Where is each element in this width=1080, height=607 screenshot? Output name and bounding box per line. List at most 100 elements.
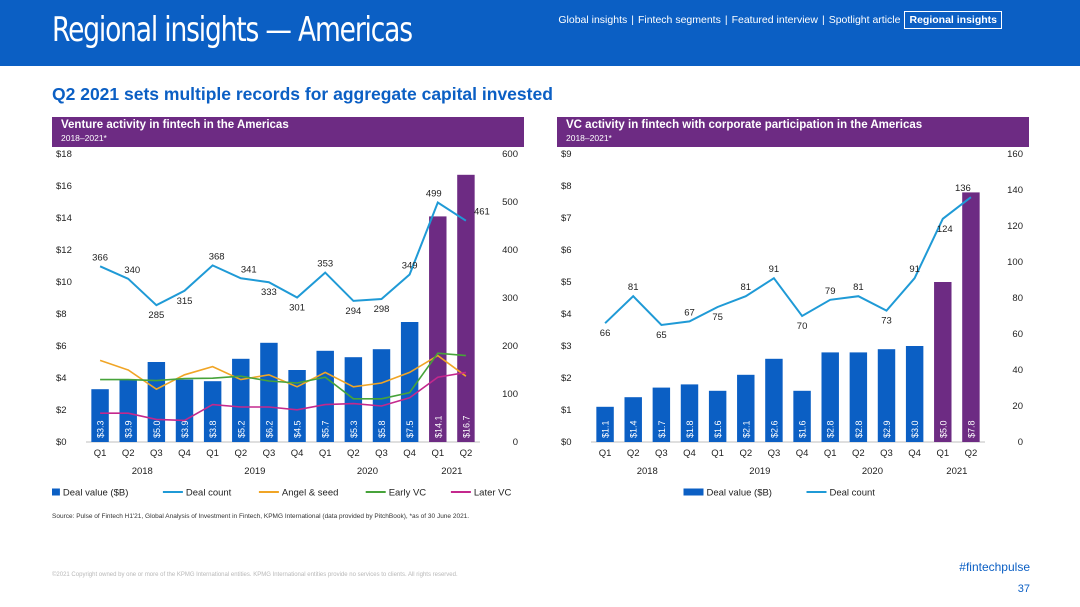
deal-value-bar bbox=[400, 322, 419, 442]
bar-value-label: $5.0 bbox=[152, 420, 162, 438]
deal-count-label: 81 bbox=[853, 282, 864, 293]
x-category-label: Q2 bbox=[122, 448, 135, 459]
x-year-label: 2021 bbox=[441, 466, 462, 477]
legend-label: Later VC bbox=[474, 488, 512, 499]
bar-value-label: $3.3 bbox=[96, 420, 106, 438]
right-axis-tick: 40 bbox=[1012, 365, 1023, 376]
x-year-label: 2021 bbox=[946, 466, 967, 477]
source-note: Source: Pulse of Fintech H1'21, Global A… bbox=[52, 513, 470, 520]
deal-value-bar bbox=[934, 282, 952, 442]
bar-value-label: $14.1 bbox=[433, 415, 443, 438]
x-category-label: Q4 bbox=[908, 448, 921, 459]
nav-fintech-segments[interactable]: Fintech segments bbox=[637, 14, 721, 26]
bar-value-label: $1.8 bbox=[685, 420, 695, 438]
right-axis-tick: 0 bbox=[1018, 437, 1023, 448]
x-category-label: Q3 bbox=[655, 448, 668, 459]
angel-seed-line bbox=[99, 354, 467, 391]
deal-count-label: 499 bbox=[426, 188, 442, 199]
bar-value-label: $1.6 bbox=[713, 420, 723, 438]
bar-value-label: $1.6 bbox=[798, 420, 808, 438]
deal-value-bar bbox=[708, 390, 727, 442]
nav-regional-insights[interactable]: Regional insights bbox=[904, 11, 1002, 29]
x-category-label: Q2 bbox=[965, 448, 978, 459]
deal-count-label: 70 bbox=[797, 321, 808, 332]
x-category-label: Q3 bbox=[263, 448, 276, 459]
x-year-label: 2018 bbox=[132, 466, 153, 477]
x-category-label: Q4 bbox=[403, 448, 416, 459]
x-year-label: 2019 bbox=[244, 466, 265, 477]
x-category-label: Q1 bbox=[711, 448, 724, 459]
bar-value-label: $1.1 bbox=[601, 420, 611, 438]
page-number: 37 bbox=[1017, 583, 1030, 595]
deal-value-bar bbox=[91, 389, 109, 442]
nav-global-insights[interactable]: Global insights bbox=[558, 14, 628, 26]
deal-count-line bbox=[99, 200, 467, 307]
later-vc-line bbox=[100, 371, 467, 422]
deal-value-bar bbox=[680, 384, 699, 442]
nav-spotlight-article[interactable]: Spotlight article bbox=[828, 14, 901, 26]
deal-value-bar bbox=[260, 342, 278, 442]
right-axis-tick: 100 bbox=[1007, 257, 1023, 268]
left-axis-tick: $6 bbox=[561, 245, 572, 256]
x-year-label: 2019 bbox=[749, 466, 770, 477]
left-axis-tick: $4 bbox=[56, 373, 67, 384]
deal-value-bar bbox=[429, 216, 447, 442]
deal-count-label: 67 bbox=[684, 307, 695, 318]
x-category-label: Q4 bbox=[796, 448, 809, 459]
deal-count-label: 368 bbox=[209, 251, 225, 262]
legend-label: Deal count bbox=[186, 488, 232, 499]
bar-value-label: $2.1 bbox=[741, 420, 751, 438]
left-axis-tick: $0 bbox=[56, 437, 67, 448]
bar-value-label: $2.6 bbox=[769, 420, 779, 438]
deal-value-bar bbox=[962, 192, 980, 442]
left-chart-title: Venture activity in fintech in the Ameri… bbox=[61, 119, 289, 131]
deal-value-bar bbox=[849, 352, 868, 442]
copyright-note: ©2021 Copyright owned by one or more of … bbox=[52, 572, 458, 578]
legend-label: Angel & seed bbox=[282, 488, 339, 499]
left-chart-period: 2018–2021* bbox=[61, 133, 107, 143]
legend-label: Deal count bbox=[830, 488, 876, 499]
deal-count-label: 81 bbox=[740, 282, 751, 293]
x-category-label: Q3 bbox=[150, 448, 163, 459]
bar-value-label: $5.8 bbox=[377, 420, 387, 438]
deal-count-label: 124 bbox=[937, 224, 953, 235]
right-axis-tick: 200 bbox=[502, 341, 518, 352]
page-title: Regional insights — Americas bbox=[52, 10, 413, 50]
x-year-label: 2018 bbox=[637, 466, 658, 477]
x-category-label: Q1 bbox=[824, 448, 837, 459]
deal-count-label: 315 bbox=[177, 296, 193, 307]
legend-label: Deal value ($B) bbox=[707, 488, 772, 499]
deal-count-label: 461 bbox=[474, 207, 490, 218]
nav-separator: | bbox=[631, 14, 634, 26]
left-axis-tick: $2 bbox=[56, 405, 67, 416]
deal-value-bar bbox=[316, 350, 334, 442]
deal-count-label: 81 bbox=[628, 282, 639, 293]
bar-value-label: $5.2 bbox=[236, 420, 246, 438]
x-category-label: Q2 bbox=[347, 448, 360, 459]
bar-value-label: $5.3 bbox=[349, 420, 359, 438]
deal-count-label: 91 bbox=[769, 264, 780, 275]
deal-value-bar bbox=[596, 406, 614, 442]
bar-value-label: $3.8 bbox=[208, 420, 218, 438]
deal-value-bar bbox=[765, 358, 783, 442]
x-category-label: Q1 bbox=[599, 448, 612, 459]
bar-value-label: $2.8 bbox=[826, 420, 836, 438]
deal-value-bar bbox=[203, 381, 222, 442]
x-category-label: Q2 bbox=[627, 448, 640, 459]
deal-value-bar bbox=[737, 374, 755, 442]
nav-featured-interview[interactable]: Featured interview bbox=[731, 14, 818, 26]
deal-count-label: 65 bbox=[656, 330, 667, 341]
right-axis-tick: 300 bbox=[502, 293, 518, 304]
bar-value-label: $3.9 bbox=[180, 420, 190, 438]
x-category-label: Q3 bbox=[880, 448, 893, 459]
deal-value-bar bbox=[147, 362, 166, 442]
left-axis-tick: $10 bbox=[56, 277, 72, 288]
deal-value-bar bbox=[288, 370, 306, 442]
hashtag: #fintechpulse bbox=[959, 560, 1030, 574]
slide-subtitle: Q2 2021 sets multiple records for aggreg… bbox=[52, 84, 553, 104]
deal-count-line bbox=[604, 196, 972, 327]
left-axis-tick: $5 bbox=[561, 277, 572, 288]
right-axis-tick: 60 bbox=[1012, 329, 1023, 340]
bar-value-label: $1.4 bbox=[629, 420, 639, 438]
right-axis-tick: 120 bbox=[1007, 221, 1023, 232]
